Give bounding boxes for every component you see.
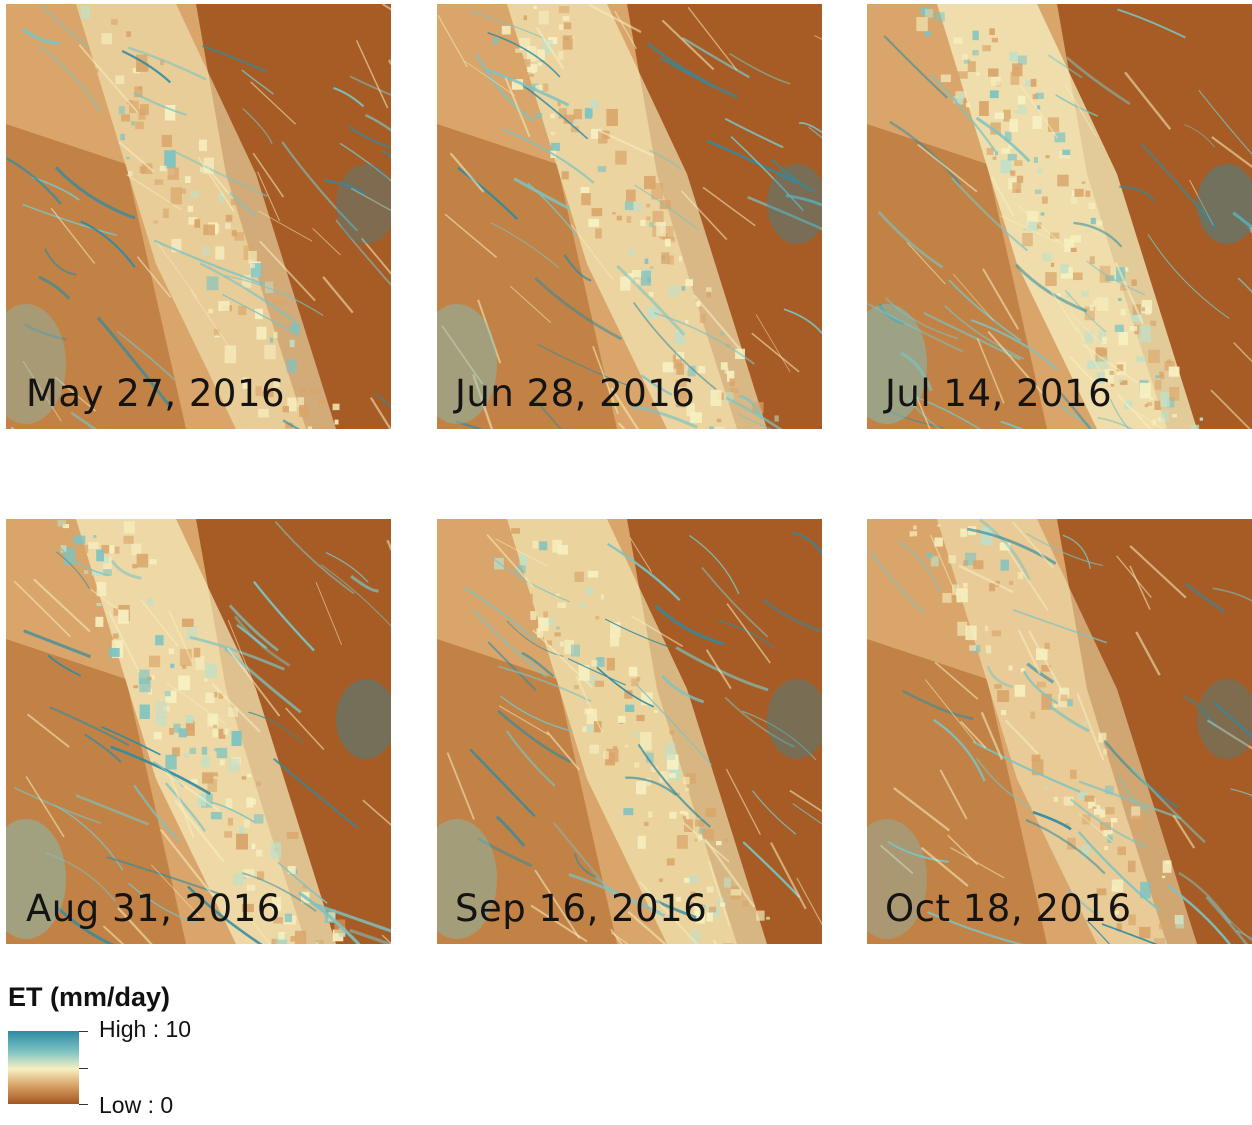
legend-tick [79,1031,88,1032]
et-map-panel: May 27, 2016 [6,4,391,429]
map-date-label: Aug 31, 2016 [26,887,281,930]
et-map-panel: Aug 31, 2016 [6,519,391,944]
et-map-panel: Jun 28, 2016 [437,4,822,429]
et-raster-map [437,519,822,944]
map-date-label: May 27, 2016 [26,372,286,415]
legend-low-label: Low : 0 [99,1092,174,1118]
map-date-label: Sep 16, 2016 [455,887,708,930]
et-raster-map [867,4,1252,429]
map-date-label: Jun 28, 2016 [455,372,696,415]
et-raster-map [437,4,822,429]
et-raster-map [6,4,391,429]
legend-title: ET (mm/day) [8,982,171,1012]
et-map-panel: Sep 16, 2016 [437,519,822,944]
legend-tick [79,1068,88,1069]
et-legend: ET (mm/day) High : 10 Low : 0 [6,980,346,1120]
et-map-panel: Oct 18, 2016 [867,519,1252,944]
map-date-label: Oct 18, 2016 [885,887,1132,930]
legend-tick [79,1104,88,1105]
legend-color-ramp [8,1031,79,1104]
et-raster-map [6,519,391,944]
et-map-panel: Jul 14, 2016 [867,4,1252,429]
legend-high-label: High : 10 [99,1016,192,1042]
map-date-label: Jul 14, 2016 [885,372,1113,415]
et-raster-map [867,519,1252,944]
